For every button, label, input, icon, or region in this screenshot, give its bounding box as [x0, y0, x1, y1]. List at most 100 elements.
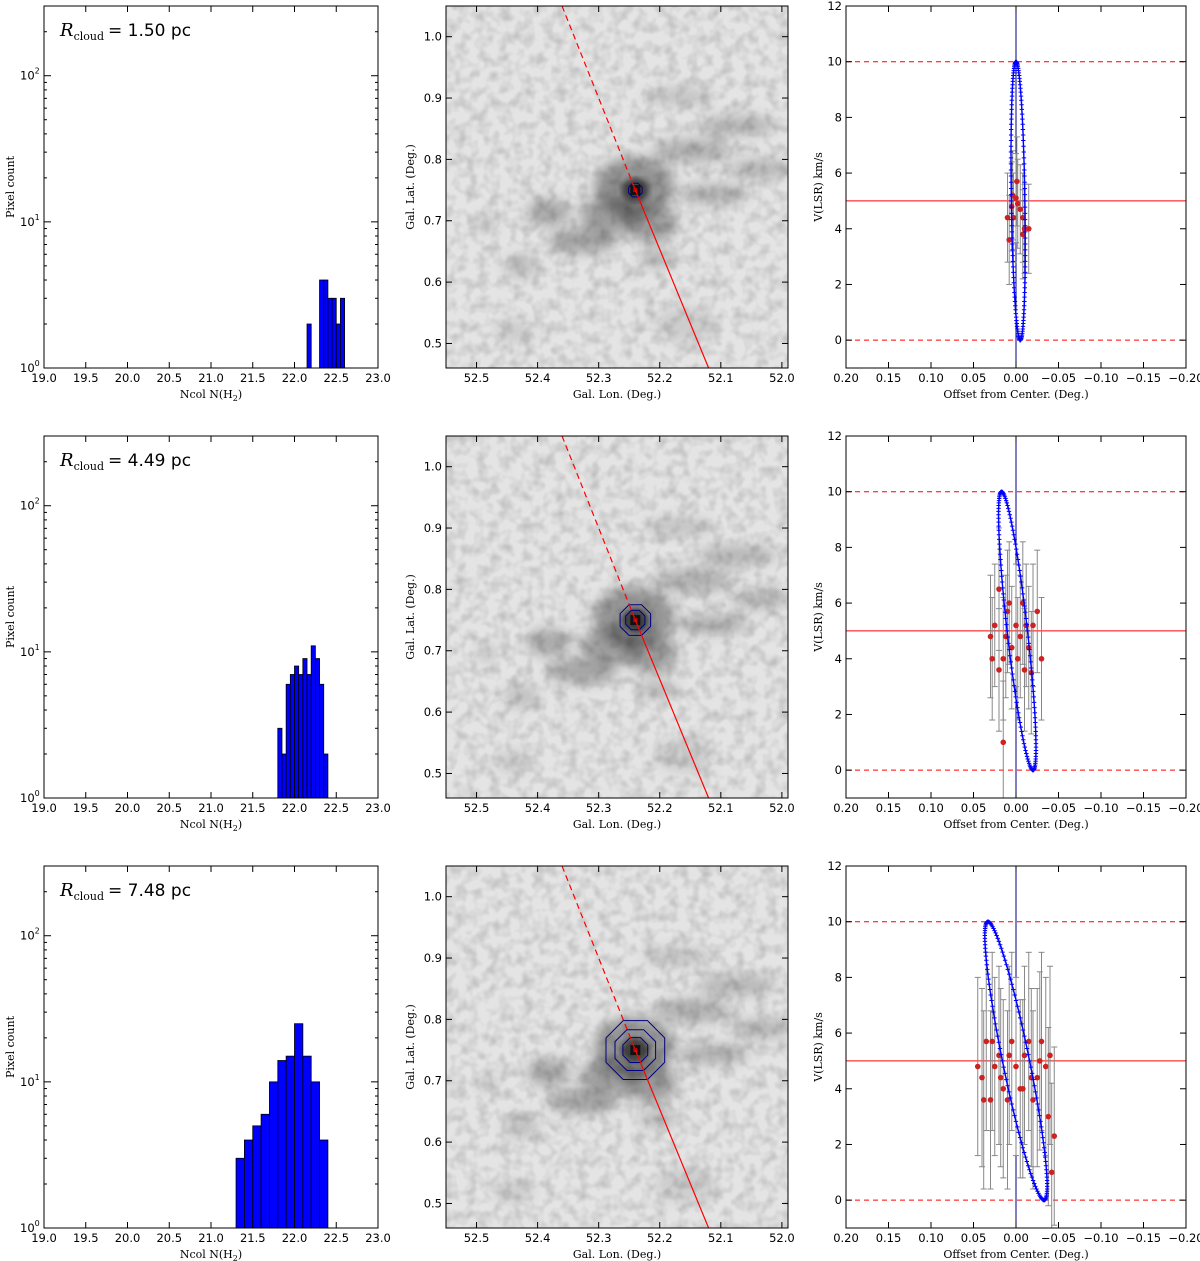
ellipse-marker — [1016, 710, 1021, 715]
data-point — [1025, 225, 1032, 232]
data-point — [1038, 1038, 1045, 1045]
y-tick-label: 0 — [835, 333, 842, 347]
emission-blob — [643, 87, 714, 106]
ellipse-marker — [985, 971, 991, 977]
x-tick-label: −0.10 — [1083, 371, 1118, 385]
ellipse-marker — [1009, 982, 1015, 987]
ellipse-marker — [1008, 516, 1013, 521]
data-point — [1020, 231, 1026, 238]
data-point — [1008, 1038, 1015, 1045]
histogram-bar — [314, 658, 320, 799]
ellipse-marker — [1022, 204, 1028, 210]
ellipse-marker — [999, 574, 1004, 579]
ellipse-marker — [996, 519, 1001, 525]
histogram-y-axis-label: Pixel count — [4, 155, 17, 218]
ellipse-marker — [1019, 111, 1025, 117]
histogram-bar — [335, 323, 341, 369]
ellipse-marker — [1012, 299, 1018, 304]
ellipse-marker — [1027, 1058, 1032, 1064]
ellipse-marker — [1006, 509, 1012, 514]
ellipse-marker — [1013, 303, 1018, 308]
y-tick-label: 8 — [835, 970, 842, 984]
histogram-bar — [306, 323, 312, 369]
ellipse-marker — [1008, 144, 1014, 149]
ellipse-marker — [999, 946, 1004, 951]
ellipse-marker — [1028, 1171, 1033, 1176]
x-label-end: ) — [238, 388, 242, 401]
ellipse-marker — [1013, 694, 1018, 700]
histogram-bar — [319, 1139, 329, 1229]
ellipse-marker — [1023, 235, 1028, 241]
r-value: = 7.48 pc — [108, 881, 191, 901]
x-tick-label: 52.5 — [464, 1231, 490, 1245]
x-tick-label: 52.1 — [708, 801, 734, 815]
data-point — [996, 667, 1002, 673]
data-point — [1038, 655, 1045, 662]
map-y-axis-label: Gal. Lat. (Deg.) — [404, 574, 417, 660]
ellipse-marker — [998, 1052, 1004, 1057]
x-label-main: Ncol N(H — [180, 388, 233, 401]
histogram-y-axis-label: Pixel count — [4, 1015, 17, 1078]
x-tick-label: 0.05 — [961, 801, 987, 815]
y-tick-label: 0.8 — [424, 582, 442, 596]
ellipse-marker — [1022, 275, 1028, 280]
ellipse-marker — [1011, 285, 1017, 290]
y-tick-label: 0.6 — [424, 705, 442, 719]
ellipse-marker — [1004, 500, 1010, 506]
ellipse-marker — [997, 1046, 1003, 1051]
ellipse-marker — [1022, 264, 1028, 270]
y-tick-label: 1.0 — [424, 460, 442, 474]
ellipse-marker — [1009, 102, 1014, 107]
x-tick-label: 22.0 — [282, 801, 308, 815]
emission-blob — [655, 306, 716, 343]
y-tick-exponent: 2 — [35, 927, 40, 936]
ellipse-marker — [1006, 506, 1011, 511]
ellipse-marker — [1014, 700, 1019, 705]
y-tick-label: 0.5 — [424, 1196, 442, 1210]
ellipse-marker — [1023, 1040, 1028, 1045]
ellipse-marker — [1022, 217, 1028, 222]
y-tick-label: 0.6 — [424, 1135, 442, 1149]
ellipse-marker — [1003, 616, 1008, 621]
histogram-bar — [277, 727, 283, 799]
ellipse-marker — [1033, 720, 1038, 725]
y-tick-base: 10 — [20, 69, 35, 83]
data-point — [1042, 1063, 1049, 1070]
ellipse-marker — [1004, 962, 1009, 967]
ellipse-marker — [1008, 659, 1014, 665]
x-tick-label: 20.5 — [156, 1231, 182, 1245]
ellipse-marker — [1031, 694, 1036, 700]
ellipse-marker — [996, 532, 1002, 537]
data-point — [987, 633, 994, 640]
x-tick-label: 0.20 — [833, 371, 859, 385]
emission-blob — [477, 1075, 498, 1092]
r-symbol: R — [59, 880, 74, 901]
position-velocity-panel-row-1: 0.20 0.15 0.10 0.05 0.00 −0.05 −0.10 −0.15 −0.20… — [812, 0, 1200, 401]
ellipse-marker — [1041, 1140, 1046, 1145]
ellipse-marker — [1008, 167, 1014, 173]
ellipse-marker — [1002, 958, 1008, 963]
ellipse-marker — [1009, 204, 1014, 210]
x-tick-label: −0.20 — [1168, 801, 1200, 815]
ellipse-marker — [1000, 585, 1005, 591]
y-tick-exponent: 0 — [35, 789, 40, 798]
y-tick-label: 100 — [20, 789, 40, 805]
ellipse-marker — [1008, 155, 1014, 161]
data-point — [980, 1097, 987, 1103]
y-tick-label: 12 — [827, 429, 842, 443]
ellipse-marker — [1022, 192, 1028, 197]
ellipse-marker — [1044, 1167, 1049, 1172]
ellipse-marker — [1030, 683, 1036, 688]
histogram-bar — [260, 1113, 270, 1229]
emission-blob — [477, 645, 498, 662]
histogram-bar — [331, 297, 337, 369]
ellipse-marker — [1010, 671, 1015, 677]
ellipse-marker — [1021, 161, 1027, 167]
ellipse-marker — [1025, 1163, 1031, 1168]
map-frame — [445, 865, 789, 1229]
histogram-bar — [323, 753, 329, 799]
x-tick-label: 20.5 — [156, 371, 182, 385]
ellipse-marker — [1021, 144, 1026, 149]
ellipse-marker — [1043, 1163, 1049, 1168]
map-x-axis-label: Gal. Lon. (Deg.) — [573, 388, 661, 401]
